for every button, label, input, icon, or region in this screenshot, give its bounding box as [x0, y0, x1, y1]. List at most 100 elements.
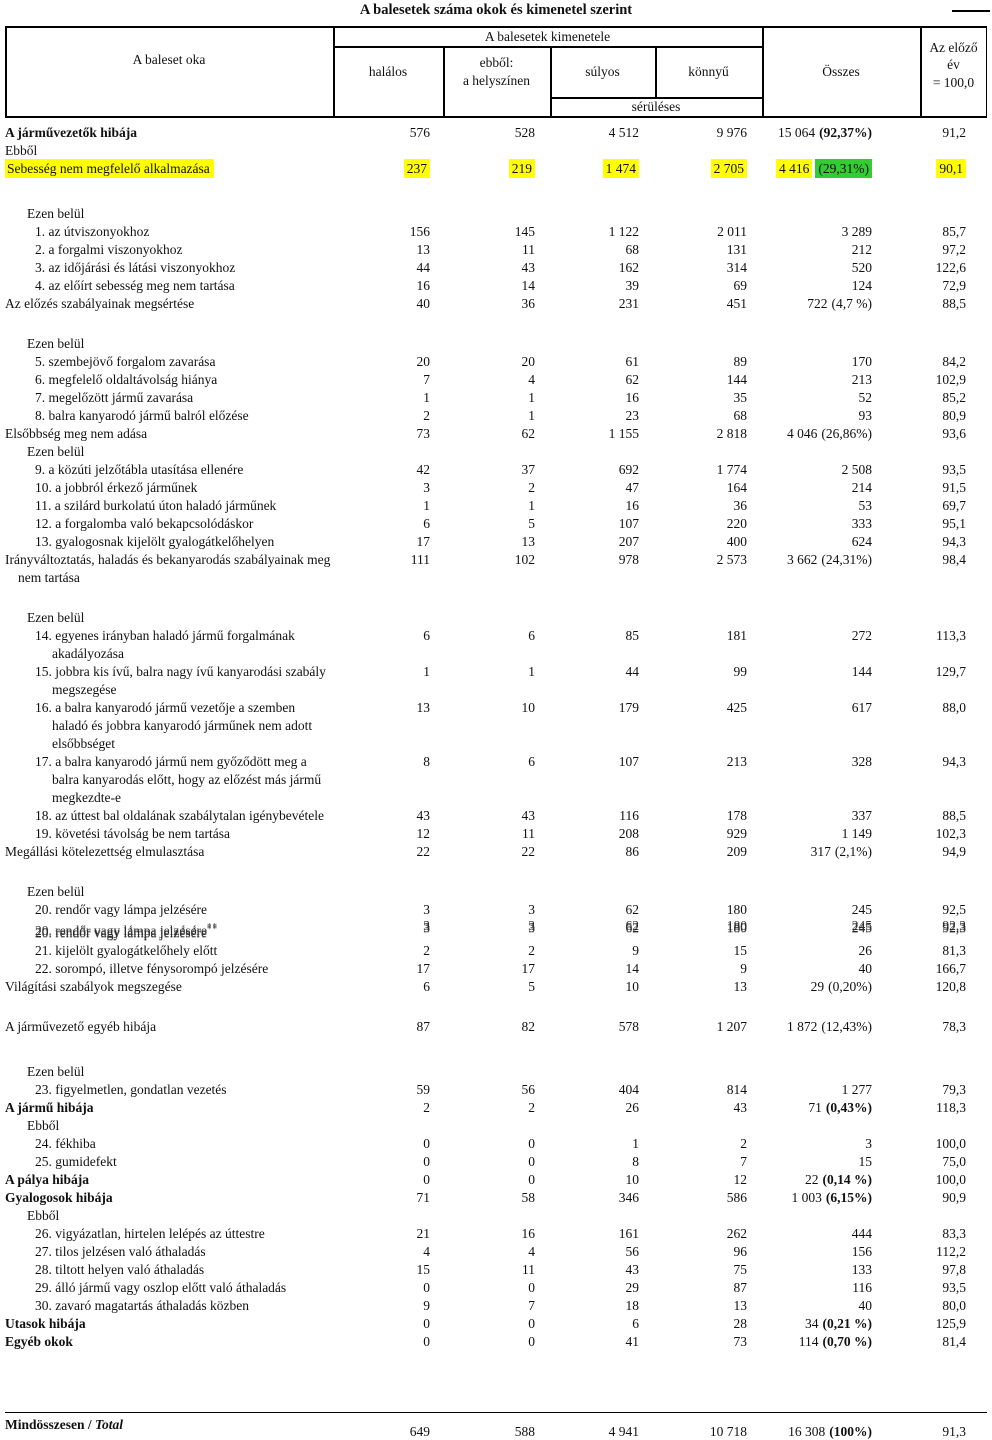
total-cell: 15: [858, 1153, 873, 1169]
total-cell: 16 308 (100%): [788, 1424, 872, 1439]
prev-year-cell: 94,3: [942, 534, 966, 549]
cause-cell: 13. gyalogosnak kijelölt gyalogátkelőhel…: [35, 534, 275, 549]
total-cell: 328: [851, 754, 872, 769]
light-cell: 2 705: [655, 159, 762, 178]
on-scene-cell: 13: [521, 534, 536, 549]
prev-year-cell: [920, 609, 987, 627]
serious-cell: [550, 1117, 655, 1135]
fatal-cell: 4: [423, 1243, 430, 1259]
serious-cell: 1 122: [608, 224, 639, 239]
serious-cell: 116: [619, 808, 639, 823]
fatal-cell: 87: [416, 1018, 431, 1034]
table-row: 19. követési távolság be nem tartása 12 …: [5, 825, 987, 843]
table-row: Egyéb okok 0 0 41 73 114 (0,70 %) 81,4: [5, 1333, 987, 1351]
light-cell: 180: [726, 902, 747, 917]
total-cell: 1 003 (6,15%): [791, 1189, 873, 1205]
light-cell: 164: [726, 480, 747, 495]
total-cell: [762, 1207, 920, 1225]
cause-cell: Ezen belül: [27, 884, 85, 899]
fatal-cell: 3: [423, 480, 430, 495]
on-scene-cell: 43: [521, 808, 536, 823]
rule: [550, 46, 552, 116]
fatal-cell: 6: [423, 516, 430, 531]
serious-cell: 16: [625, 390, 640, 405]
serious-cell: 56: [625, 1243, 640, 1259]
serious-cell: 47: [625, 480, 640, 495]
on-scene-cell: 20: [521, 354, 536, 369]
cause-cell: Ezen belül: [27, 610, 85, 625]
on-scene-cell: [443, 883, 550, 901]
serious-cell: 1: [632, 1135, 639, 1151]
fatal-cell: 0: [423, 1279, 430, 1295]
serious-cell: [550, 1063, 655, 1081]
table-row: Gyalogosok hibája 71 58 346 586 1 003 (6,…: [5, 1189, 987, 1207]
table-row: Megállási kötelezettség elmulasztása 22 …: [5, 843, 987, 861]
light-cell: 178: [726, 808, 747, 823]
on-scene-cell: 0: [528, 1135, 535, 1151]
prev-year-cell: 118,3: [936, 1099, 966, 1115]
light-cell: [655, 1117, 762, 1135]
prev-year-cell: 98,4: [942, 552, 966, 567]
light-cell: [655, 335, 762, 353]
cause-cell: Ezen belül: [27, 206, 85, 221]
fatal-cell: 2: [423, 1099, 430, 1115]
prev-year-cell: 83,3: [942, 1225, 966, 1241]
cause-cell: 12. a forgalomba való bekapcsolódáskor: [35, 516, 254, 531]
serious-cell: 26: [625, 1099, 640, 1115]
rule: [985, 28, 987, 116]
header-of-which: ebből: a helyszínen: [443, 46, 550, 97]
fatal-cell: 8: [423, 754, 430, 769]
light-cell: 7: [740, 1153, 747, 1169]
light-cell: 2: [740, 1135, 747, 1151]
fatal-cell: [333, 142, 443, 160]
prev-year-cell: [920, 443, 987, 461]
on-scene-cell: 2: [528, 480, 535, 495]
fatal-cell: 43: [416, 808, 431, 823]
cause-cell: Elsőbbség meg nem adása: [5, 426, 148, 441]
light-cell: 586: [726, 1189, 747, 1205]
header-injury: sérüléses: [631, 98, 681, 114]
total-cell: 617: [851, 700, 872, 715]
on-scene-cell: 62: [521, 426, 536, 441]
on-scene-cell: 6: [528, 754, 535, 769]
total-cell: 1 872 (12,43%): [787, 1018, 872, 1034]
fatal-cell: 3: [423, 920, 430, 935]
serious-cell: [550, 609, 655, 627]
table-row: 5. szembejövő forgalom zavarása 20 20 61…: [5, 353, 987, 371]
prev-year-cell: 102,9: [935, 372, 966, 387]
cause-cell: A járművezetők hibája: [5, 125, 137, 140]
prev-year-cell: 78,3: [942, 1018, 966, 1034]
prev-year-cell: 100,0: [935, 1135, 966, 1151]
table-row: 27. tilos jelzésen való áthaladás 4 4 56…: [5, 1243, 987, 1261]
table-row: 11. a szilárd burkolatú úton haladó járm…: [5, 497, 987, 515]
prev-year-cell: [920, 883, 987, 901]
light-cell: 814: [726, 1081, 747, 1097]
on-scene-cell: 0: [528, 1153, 535, 1169]
prev-year-cell: 91,2: [942, 125, 966, 140]
table-body: A járművezetők hibája 576 528 4 512 9 97…: [5, 118, 987, 1412]
light-cell: [655, 1063, 762, 1081]
on-scene-cell: 82: [521, 1018, 536, 1034]
total-cell: [762, 335, 920, 353]
header-prev-line2: év: [947, 57, 960, 73]
fatal-cell: 71: [416, 1189, 431, 1205]
light-cell: 10 718: [709, 1424, 747, 1439]
cause-cell: A jármű hibája: [5, 1099, 94, 1115]
light-cell: 144: [726, 372, 747, 387]
fatal-cell: 649: [409, 1424, 430, 1439]
total-cell: 214: [851, 480, 872, 495]
prev-year-cell: 93,5: [942, 1279, 966, 1295]
fatal-cell: 59: [416, 1081, 431, 1097]
fatal-cell: 0: [423, 1135, 430, 1151]
fatal-cell: 0: [423, 1315, 430, 1331]
on-scene-cell: 588: [514, 1424, 535, 1439]
table-row: Irányváltoztatás, haladás és bekanyarodá…: [5, 551, 987, 587]
table-row: 29. álló jármű vagy oszlop előtt való át…: [5, 1279, 987, 1297]
prev-year-cell: 84,2: [942, 354, 966, 369]
fatal-cell: 17: [416, 960, 431, 976]
serious-cell: 23: [625, 408, 640, 423]
prev-year-cell: [920, 142, 987, 160]
serious-cell: 179: [618, 700, 639, 715]
prev-year-cell: 88,5: [942, 808, 966, 823]
fatal-cell: [333, 883, 443, 901]
